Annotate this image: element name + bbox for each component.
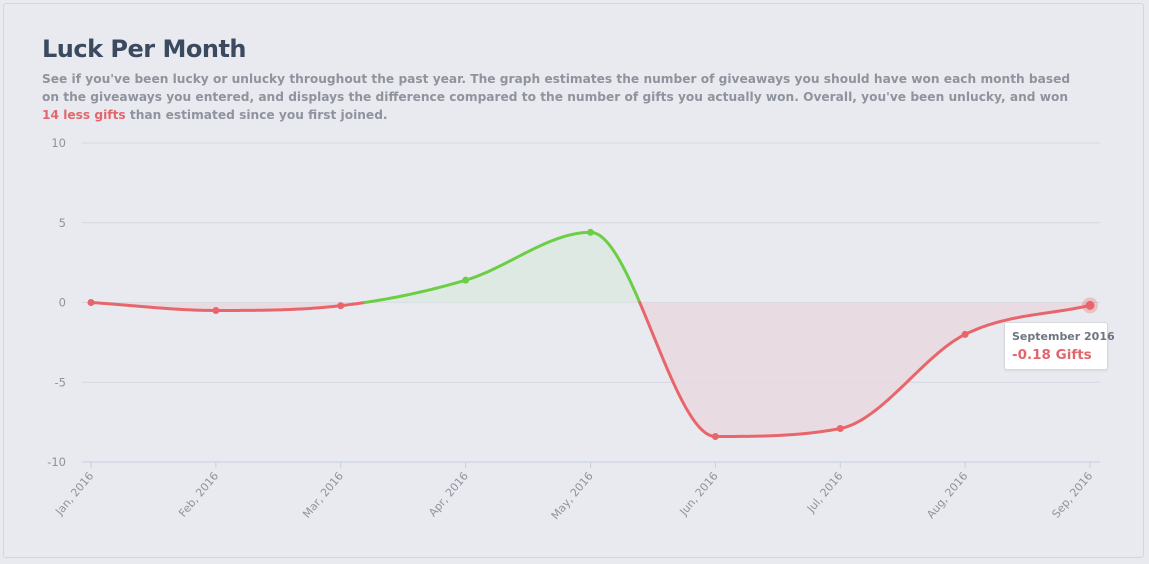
positive-line [363,230,642,304]
y-tick-label: 0 [59,296,66,310]
x-tick-label: Apr, 2016 [426,470,471,520]
less-gifts-highlight: 14 less gifts [42,108,126,122]
description-text-1: See if you've been lucky or unlucky thro… [42,72,1071,104]
x-tick-label: Jan, 2016 [52,470,96,519]
data-point [961,330,969,338]
tooltip-value: -0.18 Gifts [1012,347,1092,363]
x-tick-label: Jul, 2016 [804,470,846,516]
data-point [87,299,95,306]
x-tick-label: May, 2016 [549,470,596,523]
tooltip-date: September 2016 [1012,330,1115,343]
y-tick-label: -10 [47,455,66,469]
data-point [1085,300,1095,310]
chart-title: Luck Per Month [42,35,247,63]
y-tick-label: -5 [55,375,66,389]
chart-description: See if you've been lucky or unlucky thro… [42,70,1082,124]
x-tick-label: Jun, 2016 [677,470,721,519]
negative-line [89,301,367,312]
positive-area [364,232,640,303]
description-text-2: than estimated since you first joined. [125,108,388,122]
x-tick-label: Feb, 2016 [176,470,221,520]
data-tooltip: September 2016 -0.18 Gifts [1004,322,1115,370]
data-point [587,228,594,236]
data-point [462,276,470,284]
luck-per-month-panel: Luck Per Month See if you've been lucky … [3,3,1144,558]
x-tick-label: Sep, 2016 [1050,470,1096,521]
y-tick-label: 5 [59,216,66,230]
y-tick-label: 10 [51,136,66,150]
x-tick-label: Aug, 2016 [924,470,970,522]
data-point [711,432,719,440]
data-point [212,306,220,314]
data-point [337,302,345,310]
x-tick-label: Mar, 2016 [300,470,346,521]
data-point [836,425,844,433]
negative-area [639,302,1090,437]
